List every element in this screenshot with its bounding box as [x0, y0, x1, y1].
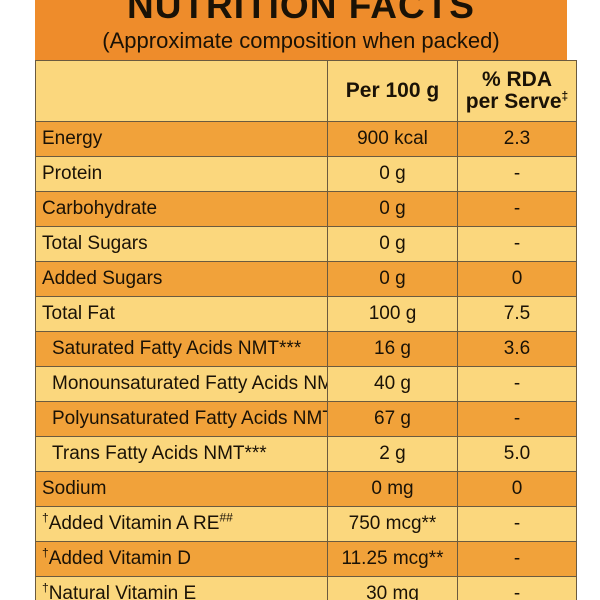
- table-row: Total Sugars 0 g -: [35, 226, 577, 262]
- nutrient-label: †Added Vitamin A RE##: [35, 506, 328, 542]
- table-row: Sodium 0 mg 0: [35, 471, 577, 507]
- table-row: Carbohydrate 0 g -: [35, 191, 577, 227]
- rda-header-line1: % RDA: [481, 68, 552, 91]
- nutrient-value: 0 g: [327, 156, 458, 192]
- nutrient-label: Added Sugars: [35, 261, 328, 297]
- rda-header-line2: per Serve: [465, 90, 562, 113]
- nutrient-rda: 0: [457, 471, 577, 507]
- nutrient-label: Polyunsaturated Fatty Acids NMT***: [35, 401, 328, 437]
- nutrient-rda: -: [457, 156, 577, 192]
- table-row: Polyunsaturated Fatty Acids NMT*** 67 g …: [35, 401, 577, 437]
- table-row: †Added Vitamin D 11.25 mcg** -: [35, 541, 577, 577]
- nutrient-label-text: Natural Vitamin E: [48, 583, 197, 600]
- dagger-mark: †: [42, 510, 49, 525]
- nutrient-label: Total Fat: [35, 296, 328, 332]
- nutrient-value: 11.25 mcg**: [327, 541, 458, 577]
- nutrient-value: 16 g: [327, 331, 458, 367]
- nutrient-rda: -: [457, 226, 577, 262]
- nutrient-rda: -: [457, 401, 577, 437]
- dagger-mark: †: [42, 580, 49, 595]
- nutrient-value: 2 g: [327, 436, 458, 472]
- nutrient-label-text: Added Vitamin A RE: [48, 513, 220, 534]
- nutrient-rda: 2.3: [457, 121, 577, 157]
- nutrient-rda: -: [457, 506, 577, 542]
- nutrient-label: Protein: [35, 156, 328, 192]
- nutrient-value: 750 mcg**: [327, 506, 458, 542]
- nutrient-rda: -: [457, 191, 577, 227]
- nutrient-rda: -: [457, 576, 577, 600]
- nutrient-rda: 0: [457, 261, 577, 297]
- table-row: Total Fat 100 g 7.5: [35, 296, 577, 332]
- table-row: Monounsaturated Fatty Acids NMT*** 40 g …: [35, 366, 577, 402]
- nutrient-label: Saturated Fatty Acids NMT***: [35, 331, 328, 367]
- nutrient-label: Total Sugars: [35, 226, 328, 262]
- table-row: Added Sugars 0 g 0: [35, 261, 577, 297]
- footnote-mark: ##: [219, 510, 233, 525]
- nutrient-label: Carbohydrate: [35, 191, 328, 227]
- table-row: †Added Vitamin A RE## 750 mcg** -: [35, 506, 577, 542]
- nutrient-value: 0 mg: [327, 471, 458, 507]
- nutrient-label: Monounsaturated Fatty Acids NMT***: [35, 366, 328, 402]
- nutrient-label: Sodium: [35, 471, 328, 507]
- panel-title: NUTRITION FACTS: [127, 0, 475, 26]
- nutrition-header: NUTRITION FACTS (Approximate composition…: [35, 0, 567, 60]
- nutrient-rda: -: [457, 541, 577, 577]
- nutrient-label-text: Added Vitamin D: [48, 548, 191, 569]
- nutrient-value: 40 g: [327, 366, 458, 402]
- nutrient-label: Energy: [35, 121, 328, 157]
- nutrient-rda: -: [457, 366, 577, 402]
- nutrient-value: 0 g: [327, 191, 458, 227]
- rda-header-mark: ‡: [561, 89, 569, 103]
- nutrient-value: 67 g: [327, 401, 458, 437]
- column-header-nutrient: [35, 60, 328, 122]
- nutrient-rda: 3.6: [457, 331, 577, 367]
- table-row: Energy 900 kcal 2.3: [35, 121, 577, 157]
- nutrient-label: †Natural Vitamin E: [35, 576, 328, 600]
- nutrient-value: 0 g: [327, 261, 458, 297]
- column-header-rda: % RDA per Serve‡: [457, 60, 577, 122]
- table-row: Trans Fatty Acids NMT*** 2 g 5.0: [35, 436, 577, 472]
- nutrition-table: Per 100 g % RDA per Serve‡ Energy 900 kc…: [35, 60, 577, 600]
- nutrient-rda: 5.0: [457, 436, 577, 472]
- panel-subtitle: (Approximate composition when packed): [102, 28, 500, 53]
- column-header-per-100g: Per 100 g: [327, 60, 458, 122]
- table-row: Protein 0 g -: [35, 156, 577, 192]
- nutrient-value: 0 g: [327, 226, 458, 262]
- nutrient-value: 100 g: [327, 296, 458, 332]
- nutrient-label: Trans Fatty Acids NMT***: [35, 436, 328, 472]
- nutrient-rda: 7.5: [457, 296, 577, 332]
- dagger-mark: †: [42, 545, 49, 560]
- table-header-row: Per 100 g % RDA per Serve‡: [35, 60, 577, 122]
- nutrient-value: 900 kcal: [327, 121, 458, 157]
- table-row: †Natural Vitamin E 30 mg -: [35, 576, 577, 600]
- nutrient-value: 30 mg: [327, 576, 458, 600]
- table-row: Saturated Fatty Acids NMT*** 16 g 3.6: [35, 331, 577, 367]
- nutrient-label: †Added Vitamin D: [35, 541, 328, 577]
